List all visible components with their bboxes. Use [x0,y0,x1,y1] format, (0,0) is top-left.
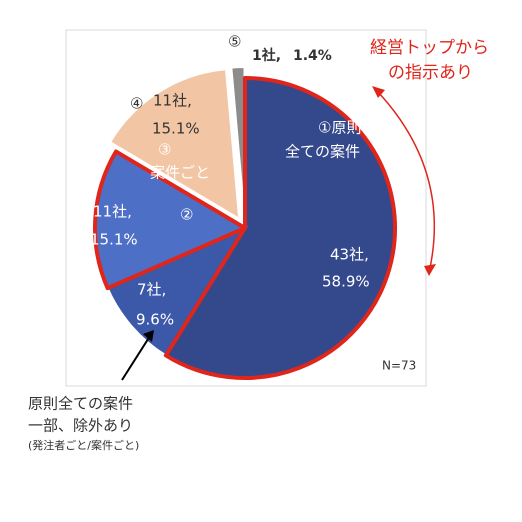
pie-slice [230,66,246,218]
annotation: の指示あり [388,63,473,83]
slice-name: 全ての案件 [285,143,360,161]
value-label: 1.4% [293,48,332,64]
bracket-arrow [377,91,436,269]
count-label: 11社, [93,203,132,221]
slice-name: ①原則 [318,119,361,137]
slice-name: (発注者ごと/案件ごと) [28,438,139,452]
value-label: 15.1% [90,231,138,249]
arrow-head [143,330,154,342]
count-label: 1社, [252,47,281,64]
slice-name: ③ [158,141,171,159]
count-label: 43社, [330,246,369,264]
note: N=73 [382,359,416,373]
slice-name: 案件ごと [150,164,210,182]
arrow [121,335,151,381]
marker: ② [180,206,193,224]
slice-name: ④ [130,95,143,113]
value-label: 15.1% [152,120,200,138]
pie-slice [108,68,241,221]
slice-name: 一部、除外あり [28,417,133,435]
value-label: 58.9% [322,273,370,291]
highlight-outline [163,76,397,380]
value-label: 9.6% [136,311,174,329]
slice-name: 原則全ての案件 [28,395,133,413]
slice-name: ⑤ [228,33,241,51]
count-label: 7社, [137,281,166,299]
highlight-outline [93,149,247,291]
annotation: 経営トップから [370,38,489,58]
count-label: 11社, [153,92,192,110]
